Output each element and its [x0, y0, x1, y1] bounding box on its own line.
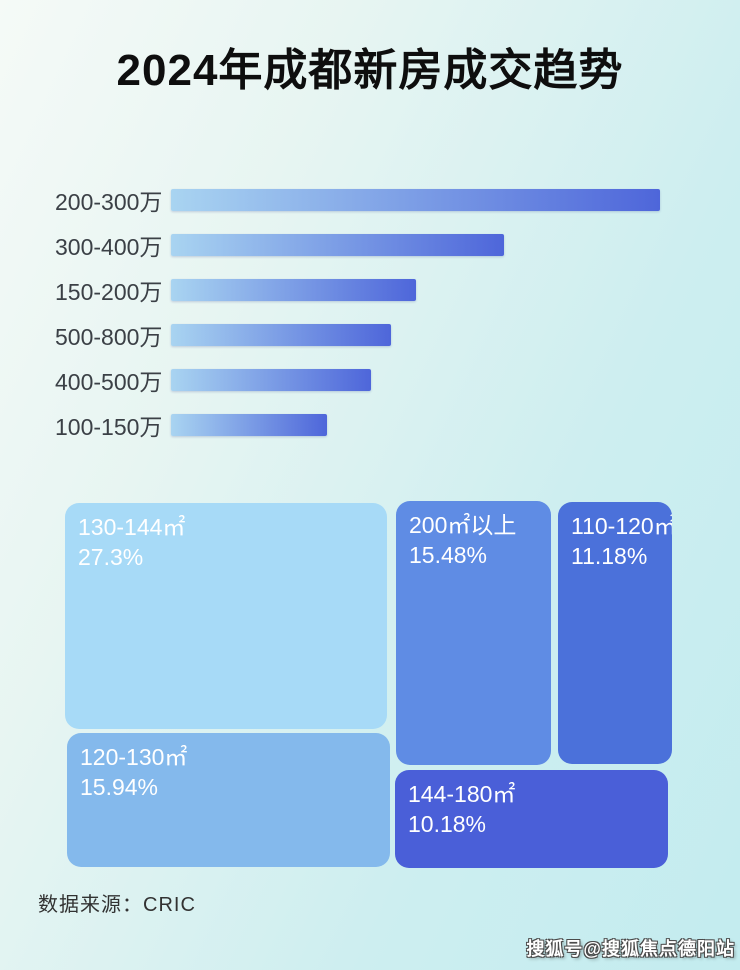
bar-track [171, 413, 660, 436]
treemap-block: 120-130㎡ 15.94% [67, 733, 390, 867]
treemap-block: 144-180㎡ 10.18% [395, 770, 668, 868]
bar-row: 400-500万 [55, 357, 695, 402]
treemap-block: 200㎡以上 15.48% [396, 501, 551, 765]
treemap-block-value: 11.18% [571, 543, 648, 569]
treemap-block-label: 110-120㎡ [571, 513, 672, 539]
bar-category-label: 300-400万 [55, 233, 163, 260]
bar-row: 500-800万 [55, 312, 695, 357]
bar-row: 200-300万 [55, 177, 695, 222]
bar-track [171, 233, 660, 256]
bar-category-label: 500-800万 [55, 323, 163, 350]
treemap-block-label: 120-130㎡ [80, 744, 188, 770]
bar-row: 300-400万 [55, 222, 695, 267]
treemap-block: 130-144㎡ 27.3% [65, 503, 387, 729]
bar-track [171, 278, 660, 301]
bar-category-label: 150-200万 [55, 278, 163, 305]
price-band-bar-chart: 200-300万 300-400万 150-200万 500-800万 400-… [55, 177, 695, 447]
unit-area-treemap: 130-144㎡ 27.3% 120-130㎡ 15.94% 200㎡以上 15… [65, 501, 672, 868]
bar [171, 413, 328, 436]
bar-category-label: 100-150万 [55, 413, 163, 440]
treemap-block-label: 144-180㎡ [408, 781, 516, 807]
bar [171, 188, 660, 211]
treemap-block-label: 130-144㎡ [78, 514, 186, 540]
bar-row: 150-200万 [55, 267, 695, 312]
treemap-block: 110-120㎡ 11.18% [558, 502, 672, 764]
bar-category-label: 200-300万 [55, 188, 163, 215]
treemap-block-label: 200㎡以上 [409, 512, 517, 538]
bar [171, 368, 372, 391]
bar-track [171, 368, 660, 391]
bar-track [171, 188, 660, 211]
treemap-block-value: 15.94% [80, 774, 159, 800]
treemap-block-value: 10.18% [408, 811, 487, 837]
bar-track [171, 323, 660, 346]
data-source-label: 数据来源：CRIC [38, 894, 196, 916]
page-title: 2024年成都新房成交趋势 [116, 46, 624, 95]
bar-category-label: 400-500万 [55, 368, 163, 395]
bar [171, 323, 392, 346]
treemap-block-value: 15.48% [409, 542, 488, 568]
treemap-block-value: 27.3% [78, 544, 144, 570]
bar-row: 100-150万 [55, 402, 695, 447]
bar [171, 233, 504, 256]
bar [171, 278, 416, 301]
sohu-watermark: 搜狐号@搜狐焦点德阳站 [526, 939, 735, 959]
